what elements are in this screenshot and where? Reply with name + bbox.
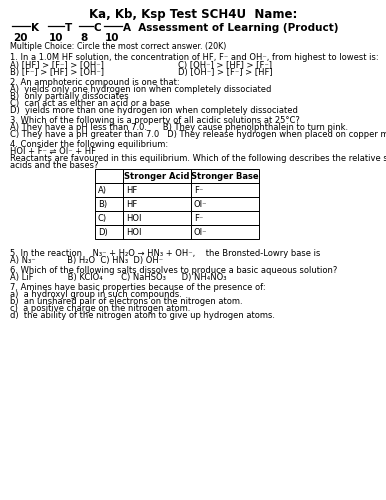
Text: C) [OH⁻] > [HF] > [F⁻]: C) [OH⁻] > [HF] > [F⁻] bbox=[178, 61, 272, 70]
Text: A) They have a pH less than 7.0.      B) They cause phenolphthalein to turn pink: A) They have a pH less than 7.0. B) They… bbox=[10, 123, 348, 132]
Text: 8: 8 bbox=[80, 33, 87, 43]
Text: d)  the ability of the nitrogen atom to give up hydrogen atoms.: d) the ability of the nitrogen atom to g… bbox=[10, 311, 275, 320]
Bar bbox=[123, 183, 191, 197]
Bar bbox=[191, 225, 259, 239]
Bar bbox=[191, 211, 259, 225]
Text: B) [F⁻] > [HF] > [OH⁻]: B) [F⁻] > [HF] > [OH⁻] bbox=[10, 68, 104, 77]
Text: 7. Amines have basic properties because of the presence of:: 7. Amines have basic properties because … bbox=[10, 283, 266, 292]
Text: Stronger Base: Stronger Base bbox=[191, 172, 259, 181]
Text: 10: 10 bbox=[49, 33, 64, 43]
Text: D)  yields more than one hydrogen ion when completely dissociated: D) yields more than one hydrogen ion whe… bbox=[10, 106, 298, 115]
Text: 2. An amphoteric compound is one that:: 2. An amphoteric compound is one that: bbox=[10, 78, 179, 87]
Text: 4. Consider the following equilibrium:: 4. Consider the following equilibrium: bbox=[10, 140, 168, 149]
Text: HF: HF bbox=[126, 186, 137, 195]
Text: D) [OH⁻] > [F⁻] > [HF]: D) [OH⁻] > [F⁻] > [HF] bbox=[178, 68, 273, 77]
Text: HOI: HOI bbox=[126, 214, 142, 223]
Text: 1. In a 1.0M HF solution, the concentration of HF, F⁻ and OH⁻, from highest to l: 1. In a 1.0M HF solution, the concentrat… bbox=[10, 53, 379, 62]
Text: b)  an unshared pair of electrons on the nitrogen atom.: b) an unshared pair of electrons on the … bbox=[10, 297, 243, 306]
Text: Multiple Choice: Circle the most correct answer. (20K): Multiple Choice: Circle the most correct… bbox=[10, 42, 226, 51]
Text: Ka, Kb, Ksp Test SCH4U  Name:: Ka, Kb, Ksp Test SCH4U Name: bbox=[89, 8, 297, 21]
Text: F⁻: F⁻ bbox=[194, 186, 203, 195]
Text: D): D) bbox=[98, 228, 108, 237]
Text: A) N₃⁻            B) H₂O  C) HN₃  D) OH⁻: A) N₃⁻ B) H₂O C) HN₃ D) OH⁻ bbox=[10, 256, 163, 265]
Text: acids and the bases?: acids and the bases? bbox=[10, 161, 98, 170]
Bar bbox=[123, 225, 191, 239]
Bar bbox=[95, 169, 123, 183]
Bar bbox=[123, 169, 191, 183]
Text: 5. In the reaction    N₃⁻ + H₂O → HN₃ + OH⁻,    the Bronsted-Lowry base is: 5. In the reaction N₃⁻ + H₂O → HN₃ + OH⁻… bbox=[10, 249, 320, 258]
Text: C): C) bbox=[98, 214, 107, 223]
Text: T: T bbox=[65, 23, 72, 33]
Bar bbox=[95, 211, 123, 225]
Text: OI⁻: OI⁻ bbox=[194, 228, 208, 237]
Text: C: C bbox=[94, 23, 102, 33]
Bar bbox=[95, 183, 123, 197]
Text: B): B) bbox=[98, 200, 107, 209]
Text: HF: HF bbox=[126, 200, 137, 209]
Bar bbox=[95, 225, 123, 239]
Text: C) They have a pH greater than 7.0   D) They release hydrogen when placed on cop: C) They have a pH greater than 7.0 D) Th… bbox=[10, 130, 386, 139]
Text: a)  a hydroxyl group in such compounds.: a) a hydroxyl group in such compounds. bbox=[10, 290, 182, 299]
Text: HOI: HOI bbox=[126, 228, 142, 237]
Text: c)  a positive charge on the nitrogen atom.: c) a positive charge on the nitrogen ato… bbox=[10, 304, 190, 313]
Bar bbox=[191, 169, 259, 183]
Bar bbox=[95, 197, 123, 211]
Text: F⁻: F⁻ bbox=[194, 214, 203, 223]
Text: A  Assessment of Learning (Product): A Assessment of Learning (Product) bbox=[123, 23, 339, 33]
Text: HOI + F⁻ ⇌ OI⁻ + HF: HOI + F⁻ ⇌ OI⁻ + HF bbox=[10, 147, 96, 156]
Text: 6. Which of the following salts dissolves to produce a basic aqueous solution?: 6. Which of the following salts dissolve… bbox=[10, 266, 337, 275]
Bar bbox=[123, 197, 191, 211]
Text: K: K bbox=[31, 23, 39, 33]
Text: OI⁻: OI⁻ bbox=[194, 200, 208, 209]
Text: 20: 20 bbox=[13, 33, 27, 43]
Text: A)  yields only one hydrogen ion when completely dissociated: A) yields only one hydrogen ion when com… bbox=[10, 85, 271, 94]
Text: A) LiF             B) KClO₄       C) NaHSO₃      D) NH₄NO₃: A) LiF B) KClO₄ C) NaHSO₃ D) NH₄NO₃ bbox=[10, 273, 227, 282]
Text: Stronger Acid: Stronger Acid bbox=[124, 172, 190, 181]
Bar bbox=[191, 197, 259, 211]
Text: A) [HF] > [F⁻] > [OH⁻]: A) [HF] > [F⁻] > [OH⁻] bbox=[10, 61, 104, 70]
Text: 10: 10 bbox=[105, 33, 120, 43]
Text: B)  only partially dissociates: B) only partially dissociates bbox=[10, 92, 129, 101]
Text: 3. Which of the following is a property of all acidic solutions at 25°C?: 3. Which of the following is a property … bbox=[10, 116, 300, 125]
Text: Reactants are favoured in this equilibrium. Which of the following describes the: Reactants are favoured in this equilibri… bbox=[10, 154, 386, 163]
Bar bbox=[191, 183, 259, 197]
Text: C)  can act as either an acid or a base: C) can act as either an acid or a base bbox=[10, 99, 170, 108]
Text: A): A) bbox=[98, 186, 107, 195]
Bar bbox=[123, 211, 191, 225]
